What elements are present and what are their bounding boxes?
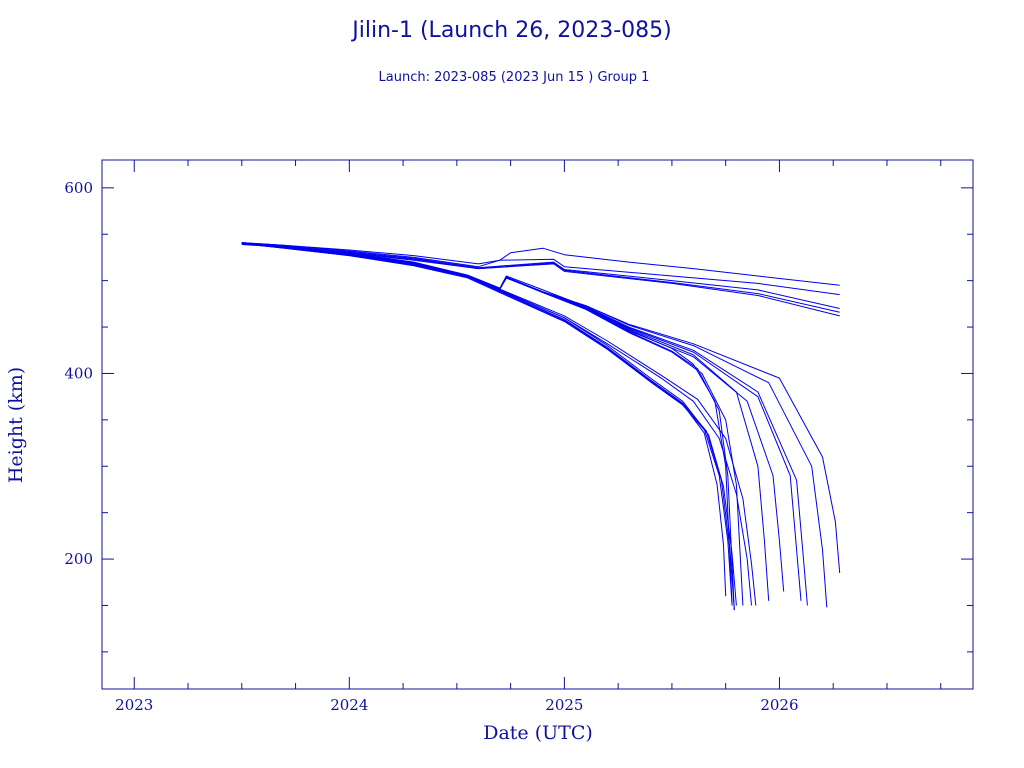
series-line	[241, 243, 744, 606]
series-line	[241, 243, 802, 601]
chart-subtitle: Launch: 2023-085 (2023 Jun 15 ) Group 1	[379, 70, 650, 85]
plot-frame	[101, 159, 974, 690]
x-tick-label: 2024	[330, 696, 368, 714]
series-line	[241, 242, 733, 606]
y-tick-label: 400	[64, 364, 93, 382]
series-line	[241, 243, 752, 606]
series-line	[241, 243, 735, 611]
series-line	[241, 243, 727, 597]
series-line	[241, 243, 840, 317]
x-tick-label: 2023	[115, 696, 153, 714]
axis-ticks	[102, 160, 973, 689]
series-line	[241, 244, 840, 313]
series-line	[241, 243, 735, 611]
x-axis-label: Date (UTC)	[483, 722, 593, 744]
series-line	[241, 243, 737, 606]
series-line	[241, 243, 770, 601]
tick-labels: 2023 2024 2025 2026 200 400 600	[64, 179, 798, 714]
series-line	[241, 243, 841, 574]
series-lines	[241, 242, 841, 611]
y-axis-label: Height (km)	[5, 367, 27, 483]
y-tick-label: 600	[64, 179, 93, 197]
series-line	[241, 243, 757, 606]
series-line	[241, 243, 828, 608]
x-tick-label: 2025	[545, 696, 583, 714]
x-tick-label: 2026	[760, 696, 798, 714]
series-line	[241, 242, 733, 606]
y-tick-label: 200	[64, 550, 93, 568]
series-line	[241, 243, 808, 606]
series-line	[241, 242, 840, 286]
chart-title: Jilin-1 (Launch 26, 2023-085)	[350, 18, 671, 43]
